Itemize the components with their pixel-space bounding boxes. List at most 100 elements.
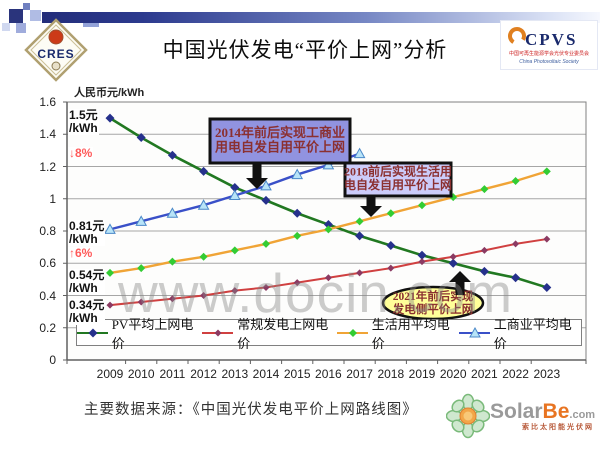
- y-tick-label: 0.2: [39, 320, 56, 335]
- y-tick-label: 1.2: [39, 159, 56, 174]
- legend-item: 工商业平均电价: [459, 314, 581, 352]
- price-annotation: 0.81元/kWh: [68, 219, 106, 246]
- data-point: [542, 282, 552, 292]
- data-point: [228, 189, 241, 201]
- data-point: [543, 235, 551, 243]
- solarbe-com-text: .com: [569, 409, 596, 421]
- data-point: [479, 266, 489, 276]
- data-point: [105, 113, 115, 123]
- solarbe-be-text: Be: [542, 400, 570, 423]
- data-point: [323, 220, 333, 230]
- decor-square: [30, 10, 41, 21]
- watermark: www.docin.com: [118, 262, 514, 324]
- data-point: [293, 231, 302, 240]
- x-tick-label: 2011: [159, 367, 186, 381]
- y-tick-label: 1.6: [39, 95, 56, 109]
- data-point: [512, 240, 520, 248]
- legend-marker-icon: [459, 326, 490, 337]
- callout-arrow-icon: [246, 163, 268, 189]
- y-tick-label: 0.4: [39, 288, 56, 303]
- y-tick-label: 0: [49, 353, 56, 367]
- y-tick-label: 0.8: [39, 224, 56, 238]
- data-point: [106, 301, 114, 309]
- callout-box: [343, 161, 453, 198]
- page-title: 中国光伏发电“平价上网”分析: [162, 38, 448, 62]
- data-point: [197, 199, 210, 210]
- data-point: [199, 252, 208, 261]
- data-point: [230, 182, 240, 192]
- legend-label: PV平均上网电价: [111, 316, 194, 351]
- data-point: [137, 264, 146, 273]
- data-point: [387, 264, 395, 272]
- decor-square: [16, 23, 26, 33]
- chart-legend: PV平均上网电价 常规发电上网电价 生活用平均电价 工商业平均电价: [76, 317, 582, 351]
- callout-text: 2018前后实现生活用电自发自用平价上网: [344, 164, 452, 193]
- data-point: [166, 207, 179, 218]
- data-point: [230, 246, 239, 255]
- data-point: [480, 246, 488, 254]
- data-point: [448, 258, 458, 268]
- legend-marker-icon: [77, 328, 108, 337]
- data-point: [262, 283, 270, 291]
- legend-marker-icon: [336, 328, 368, 337]
- banner-step: [83, 23, 99, 27]
- data-point: [418, 258, 426, 266]
- cres-sun-icon: [48, 29, 64, 45]
- data-point: [324, 274, 332, 282]
- decor-square: [2, 23, 10, 31]
- x-tick-label: 2022: [502, 367, 529, 381]
- x-tick-label: 2016: [315, 367, 342, 381]
- cres-logo: CRES: [24, 18, 88, 82]
- solarbe-cn-text: 索比太阳能光伏网: [522, 424, 594, 431]
- data-point: [260, 179, 272, 191]
- data-point: [261, 195, 271, 205]
- data-point: [168, 257, 177, 266]
- data-point: [292, 208, 302, 218]
- cpvs-wordmark: CPVS: [525, 30, 577, 49]
- data-point: [104, 223, 116, 234]
- data-point: [418, 201, 426, 210]
- source-note: 主要数据来源：《中国光伏发电平价上网路线图》: [84, 402, 418, 418]
- data-point: [200, 292, 208, 299]
- data-point: [106, 268, 114, 277]
- data-point: [137, 298, 145, 306]
- y-tick-label: 1: [49, 191, 56, 206]
- legend-item: 常规发电上网电价: [202, 314, 337, 352]
- y-tick-label: 0.6: [39, 256, 56, 271]
- x-tick-label: 2010: [127, 367, 155, 381]
- data-point: [386, 209, 395, 218]
- top-banner: [42, 12, 600, 23]
- x-tick-label: 2019: [408, 367, 436, 381]
- price-annotation: 1.5元/kWh: [68, 108, 99, 135]
- x-tick-label: 2017: [346, 367, 373, 381]
- decor-square: [23, 3, 30, 10]
- legend-label: 工商业平均电价: [493, 316, 572, 351]
- data-point: [291, 168, 304, 180]
- callout-text: 2014年前后实现工商业用电自发自用平价上网: [214, 125, 345, 155]
- cpvs-logo: CPVS 中国可再生能源学会光伏专业委员会 China Photovoltaic…: [500, 20, 598, 70]
- data-point: [355, 231, 365, 241]
- data-point: [136, 132, 146, 142]
- callout-arrow-icon: [360, 196, 382, 217]
- legend-label: 常规发电上网电价: [237, 316, 329, 351]
- data-point: [355, 217, 364, 226]
- data-point: [480, 185, 489, 194]
- cres-wordmark: CRES: [37, 47, 74, 61]
- data-point: [386, 241, 396, 251]
- data-point: [293, 279, 301, 287]
- data-point: [262, 239, 270, 248]
- cpvs-en-text: China Photovoltaic Society: [519, 59, 579, 65]
- solarbe-solar-text: Solar: [490, 400, 543, 423]
- data-point: [199, 166, 209, 176]
- y-tick-label: 1.4: [39, 127, 56, 142]
- callout-arrow-icon: [449, 271, 471, 295]
- data-point: [542, 167, 551, 176]
- x-tick-label: 2021: [471, 367, 498, 381]
- data-point: [417, 250, 427, 260]
- x-tick-label: 2012: [190, 367, 217, 381]
- x-tick-label: 2013: [221, 367, 249, 381]
- price-annotation: ↓8%: [68, 146, 94, 160]
- callout-box: [208, 117, 352, 165]
- price-annotation: ↑6%: [68, 246, 94, 260]
